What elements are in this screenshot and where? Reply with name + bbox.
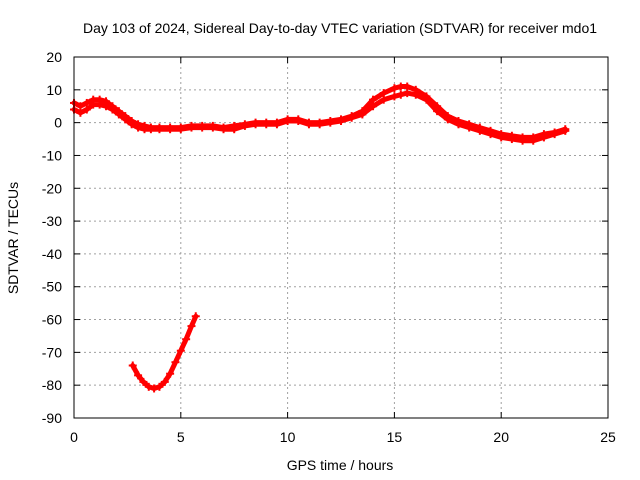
data-point xyxy=(128,361,137,370)
data-point xyxy=(219,125,228,134)
data-point xyxy=(108,105,117,114)
x-tick-label: 5 xyxy=(177,429,185,445)
data-point xyxy=(403,89,412,98)
data-point xyxy=(443,115,452,124)
y-tick-label: -70 xyxy=(42,344,62,360)
x-tick-label: 10 xyxy=(280,429,296,445)
x-tick-label: 15 xyxy=(387,429,403,445)
y-tick-label: -60 xyxy=(42,312,62,328)
data-point xyxy=(497,133,506,142)
axis-ticks: 0 5 10 15 20 25 20 10 0 -10 -20 -30 -40 -50 -60 -70 -80 -… xyxy=(42,49,616,445)
data-point xyxy=(518,136,527,145)
data-point xyxy=(337,116,345,125)
data-point xyxy=(191,312,200,321)
data-point xyxy=(539,133,548,142)
data-point xyxy=(166,369,175,378)
data-point xyxy=(187,123,196,132)
data-point xyxy=(561,126,570,135)
data-point xyxy=(187,322,196,331)
data-point xyxy=(208,123,217,132)
y-tick-label: -90 xyxy=(42,410,62,426)
data-point xyxy=(114,110,123,119)
data-point xyxy=(230,125,239,134)
y-tick-label: -30 xyxy=(42,213,62,229)
data-point xyxy=(347,113,356,122)
data-point xyxy=(134,123,143,132)
series-sdtvar-early-segment xyxy=(128,312,200,393)
data-point xyxy=(146,125,155,134)
data-series xyxy=(70,82,570,393)
data-point xyxy=(134,371,143,380)
chart-title: Day 103 of 2024, Sidereal Day-to-day VTE… xyxy=(83,20,597,36)
data-point xyxy=(82,105,91,114)
data-point xyxy=(171,358,180,367)
y-tick-label: -80 xyxy=(42,377,62,393)
data-point xyxy=(486,130,495,139)
data-point xyxy=(369,102,378,111)
data-point xyxy=(262,120,271,129)
y-tick-label: 10 xyxy=(46,82,62,98)
plot-frame xyxy=(73,56,609,419)
data-point xyxy=(507,135,516,144)
data-point xyxy=(121,115,130,124)
data-point xyxy=(465,123,474,132)
data-point xyxy=(198,123,207,132)
data-point xyxy=(176,346,185,355)
data-point xyxy=(315,120,324,129)
data-point xyxy=(272,120,281,129)
data-point xyxy=(294,116,303,125)
data-point xyxy=(550,130,559,139)
data-point xyxy=(155,382,164,391)
data-point xyxy=(283,116,292,125)
data-point xyxy=(139,377,148,386)
data-point xyxy=(76,108,85,117)
y-tick-label: 0 xyxy=(54,115,62,131)
data-point xyxy=(160,377,169,386)
data-point xyxy=(475,126,484,135)
data-point xyxy=(144,382,153,391)
data-point xyxy=(358,110,367,119)
data-point xyxy=(379,95,388,104)
data-point xyxy=(176,125,185,134)
data-point xyxy=(102,102,111,111)
y-tick-label: -50 xyxy=(42,279,62,295)
data-point xyxy=(422,95,431,104)
series-sdtvar-main-lower xyxy=(70,89,570,145)
y-axis-label: SDTVAR / TECUs xyxy=(5,182,21,294)
x-axis-label: GPS time / hours xyxy=(287,457,394,473)
y-tick-label: -10 xyxy=(42,147,62,163)
data-point xyxy=(396,90,405,99)
y-tick-label: -20 xyxy=(42,180,62,196)
data-point xyxy=(166,125,175,134)
data-point xyxy=(251,120,260,129)
grid-lines xyxy=(74,57,608,418)
data-point xyxy=(95,100,104,109)
data-point xyxy=(433,107,442,116)
data-point xyxy=(127,120,136,129)
data-point xyxy=(390,92,399,101)
x-tick-label: 20 xyxy=(493,429,509,445)
data-point xyxy=(304,120,313,129)
x-tick-label: 25 xyxy=(600,429,616,445)
data-point xyxy=(326,118,335,127)
data-point xyxy=(411,90,420,99)
y-tick-label: -40 xyxy=(42,246,62,262)
data-point xyxy=(150,384,159,393)
data-point xyxy=(155,125,164,134)
data-point xyxy=(390,84,399,93)
data-point xyxy=(240,121,249,130)
data-point xyxy=(529,136,538,145)
x-tick-label: 0 xyxy=(70,429,78,445)
data-point xyxy=(454,120,463,129)
data-point xyxy=(182,335,191,344)
y-tick-label: 20 xyxy=(46,49,62,65)
